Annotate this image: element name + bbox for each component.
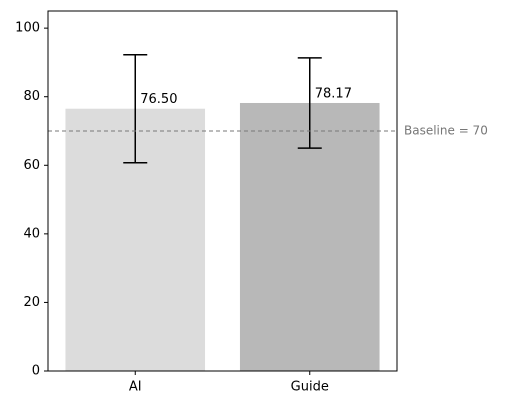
y-tick-label: 40 (23, 226, 40, 241)
y-tick-label: 80 (23, 89, 40, 104)
axes-frame (47, 10, 398, 372)
y-tick-label: 20 (23, 295, 40, 310)
y-tick-label: 60 (23, 158, 40, 173)
y-tick-label: 100 (15, 21, 40, 36)
baseline-label: Baseline = 70 (404, 124, 488, 138)
x-tick-label: Guide (291, 380, 329, 395)
x-tick-label: AI (129, 380, 142, 395)
value-label: 78.17 (315, 86, 352, 101)
y-tick-label: 0 (32, 364, 40, 379)
value-label: 76.50 (140, 92, 177, 107)
